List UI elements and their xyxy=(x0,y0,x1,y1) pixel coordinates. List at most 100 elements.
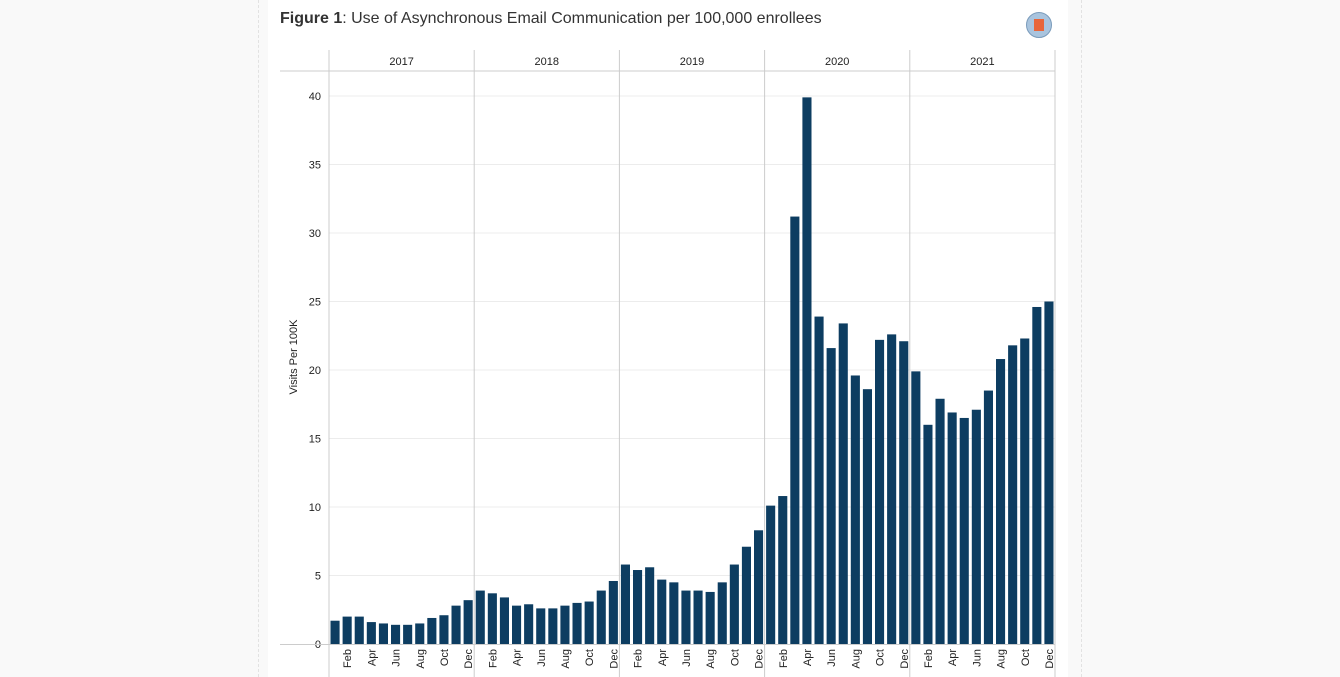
bar-2018-Sep xyxy=(572,602,582,644)
bar-2021-Feb xyxy=(923,424,933,644)
year-header: 2018 xyxy=(535,56,559,68)
bar-2020-Mar xyxy=(790,216,800,644)
bar-2021-Apr xyxy=(947,412,957,644)
y-tick-label: 10 xyxy=(309,502,321,514)
year-header: 2021 xyxy=(970,56,994,68)
y-tick-label: 40 xyxy=(309,91,321,103)
bar-2020-Jun xyxy=(826,348,836,644)
figure-panel: Figure 1: Use of Asynchronous Email Comm… xyxy=(268,0,1068,677)
bar-2019-Dec xyxy=(754,530,764,644)
bar-2019-Nov xyxy=(741,546,751,644)
y-tick-label: 5 xyxy=(315,571,321,583)
bar-2017-Jun xyxy=(391,624,401,644)
bar-2017-Apr xyxy=(366,622,376,644)
bar-2020-Jul xyxy=(838,323,848,644)
bar-2018-Jul xyxy=(548,608,558,644)
bar-2021-Sep xyxy=(1008,345,1018,644)
x-tick-label: Oct xyxy=(584,649,596,666)
x-tick-label: Jun xyxy=(971,649,983,667)
y-tick-label: 35 xyxy=(309,160,321,172)
x-tick-label: Feb xyxy=(633,649,645,668)
x-tick-label: Dec xyxy=(608,649,620,669)
x-tick-label: Jun xyxy=(681,649,693,667)
year-header: 2020 xyxy=(825,56,849,68)
bar-2017-May xyxy=(378,623,388,644)
bar-2018-Nov xyxy=(596,590,606,644)
x-tick-label: Aug xyxy=(560,649,572,669)
bar-2020-Feb xyxy=(778,496,788,644)
bar-2018-May xyxy=(524,604,534,644)
y-tick-label: 30 xyxy=(309,228,321,240)
bar-2019-Apr xyxy=(657,579,667,644)
guide-left xyxy=(258,0,259,677)
bar-2021-Jun xyxy=(971,409,981,644)
bar-2021-Nov xyxy=(1032,306,1042,644)
y-tick-label: 20 xyxy=(309,365,321,377)
bar-2020-Nov xyxy=(887,334,897,644)
figure-title: Figure 1: Use of Asynchronous Email Comm… xyxy=(280,10,822,28)
bar-2017-Mar xyxy=(354,616,364,644)
x-tick-label: Aug xyxy=(996,649,1008,669)
x-tick-label: Apr xyxy=(657,649,669,666)
bar-2019-Jul xyxy=(693,590,703,644)
x-tick-label: Oct xyxy=(439,649,451,666)
chart-logo-icon[interactable] xyxy=(1026,12,1052,38)
bar-2020-May xyxy=(814,316,824,644)
x-tick-label: Aug xyxy=(850,649,862,669)
bar-2020-Apr xyxy=(802,97,812,645)
x-tick-label: Feb xyxy=(342,649,354,668)
bar-2020-Oct xyxy=(875,339,885,644)
bar-2019-Feb xyxy=(633,570,643,644)
bar-2018-Apr xyxy=(512,605,522,644)
x-tick-label: Jun xyxy=(536,649,548,667)
bar-2021-Oct xyxy=(1020,338,1030,644)
bar-2019-Sep xyxy=(717,582,727,644)
x-tick-label: Apr xyxy=(366,649,378,666)
x-tick-label: Feb xyxy=(923,649,935,668)
bar-2019-Mar xyxy=(645,567,655,644)
x-tick-label: Dec xyxy=(1044,649,1056,669)
bar-2017-Feb xyxy=(342,616,352,644)
x-tick-label: Apr xyxy=(802,649,814,666)
figure-caption: : Use of Asynchronous Email Communicatio… xyxy=(342,10,822,27)
y-tick-label: 15 xyxy=(309,434,321,446)
y-axis-label: Visits Per 100K xyxy=(288,319,300,395)
bar-2017-Jan xyxy=(330,620,340,644)
bar-2017-Jul xyxy=(403,624,413,644)
bar-2018-Jun xyxy=(536,608,546,644)
x-tick-label: Apr xyxy=(947,649,959,666)
bar-2019-Jun xyxy=(681,590,691,644)
figure-label: Figure 1 xyxy=(280,10,343,27)
bar-2018-Dec xyxy=(608,580,618,644)
x-tick-label: Feb xyxy=(778,649,790,668)
bar-2017-Nov xyxy=(451,605,461,644)
x-tick-label: Dec xyxy=(899,649,911,669)
x-tick-label: Dec xyxy=(754,649,766,669)
bar-2019-Jan xyxy=(620,564,630,644)
bar-2019-Aug xyxy=(705,591,715,644)
bar-2018-Aug xyxy=(560,605,570,644)
bar-2019-May xyxy=(669,582,679,644)
guide-right xyxy=(1081,0,1082,677)
bar-2020-Aug xyxy=(850,375,860,644)
bar-2021-Jan xyxy=(911,371,921,644)
year-header: 2019 xyxy=(680,56,704,68)
x-tick-label: Aug xyxy=(415,649,427,669)
bar-2021-Jul xyxy=(983,390,993,644)
x-tick-label: Oct xyxy=(875,649,887,666)
bar-2017-Aug xyxy=(415,623,425,644)
x-tick-label: Oct xyxy=(729,649,741,666)
bar-2021-Mar xyxy=(935,398,945,644)
x-tick-label: Aug xyxy=(705,649,717,669)
x-tick-label: Apr xyxy=(512,649,524,666)
year-header: 2017 xyxy=(389,56,413,68)
bar-2018-Feb xyxy=(487,593,497,644)
bar-2020-Jan xyxy=(766,505,776,644)
bar-2018-Mar xyxy=(499,597,509,644)
bar-2020-Sep xyxy=(862,389,872,644)
bar-2017-Dec xyxy=(463,600,473,644)
x-tick-label: Jun xyxy=(391,649,403,667)
bar-2018-Oct xyxy=(584,601,594,644)
bar-2017-Sep xyxy=(427,617,437,644)
